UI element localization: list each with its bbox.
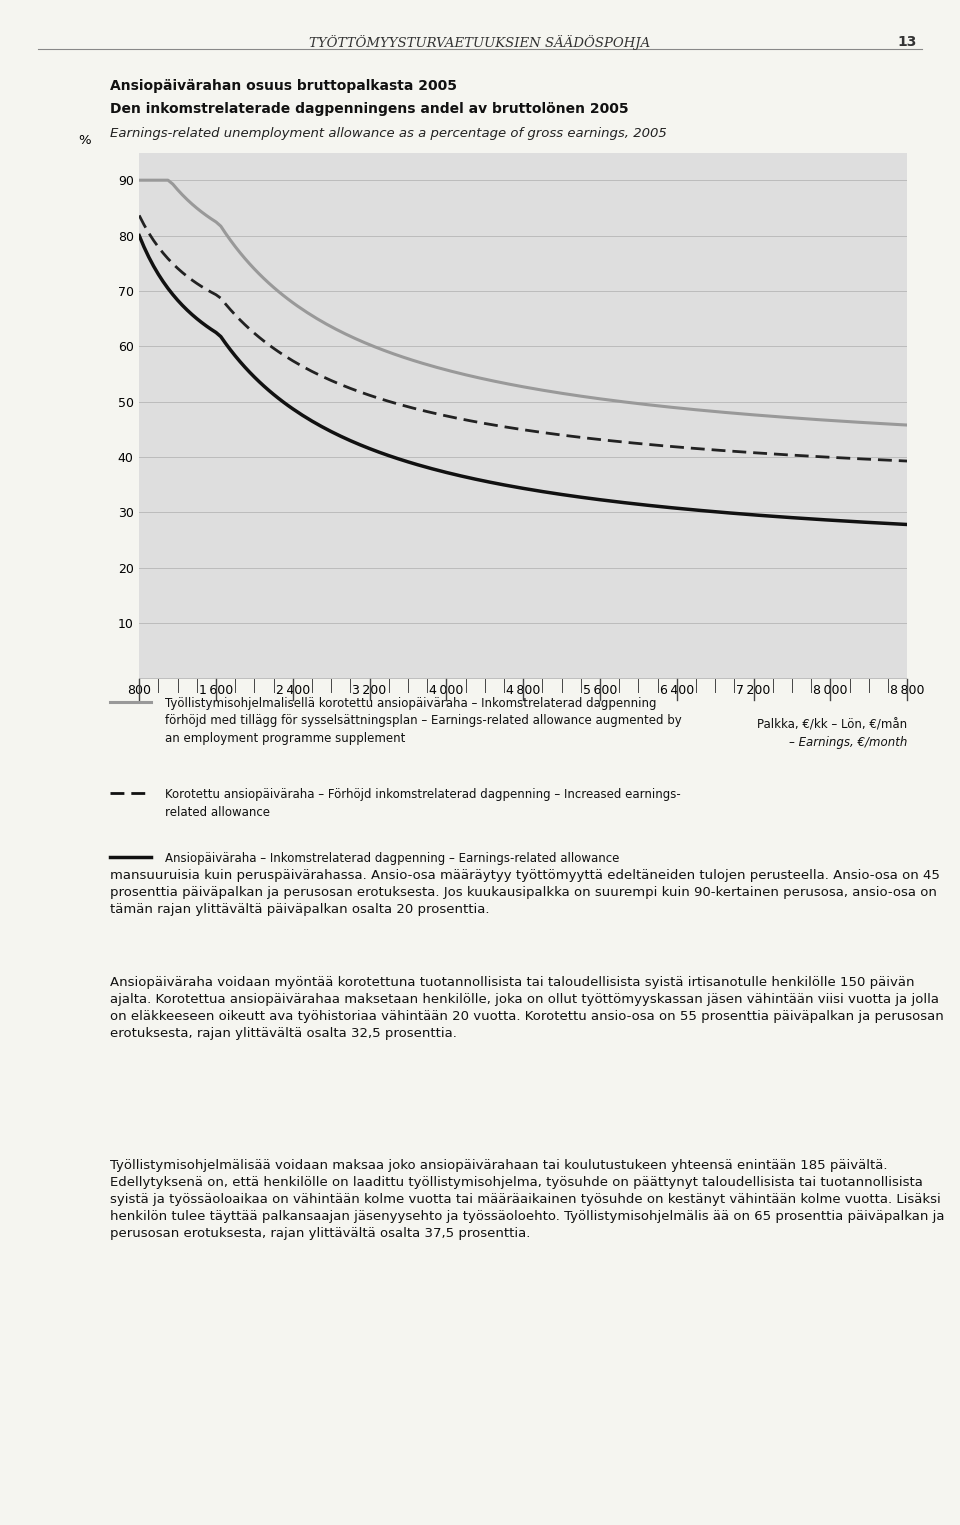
Text: mansuuruisia kuin peruspäivärahassa. Ansio-osa määräytyy työttömyyttä edeltäneid: mansuuruisia kuin peruspäivärahassa. Ans… — [110, 869, 940, 917]
Text: Palkka, €/kk – Lön, €/mån: Palkka, €/kk – Lön, €/mån — [757, 718, 907, 730]
Text: Ansiopäiväraha – Inkomstrelaterad dagpenning – Earnings-related allowance: Ansiopäiväraha – Inkomstrelaterad dagpen… — [165, 852, 619, 866]
Text: Työllistymisohjelmälisää voidaan maksaa joko ansiopäivärahaan tai koulutustukeen: Työllistymisohjelmälisää voidaan maksaa … — [110, 1159, 945, 1240]
Text: – Earnings, €/month: – Earnings, €/month — [789, 737, 907, 749]
Text: Den inkomstrelaterade dagpenningens andel av bruttolönen 2005: Den inkomstrelaterade dagpenningens ande… — [110, 102, 629, 116]
Text: TYÖTTÖMYYSTURVAETUUKSIEN SÄÄDÖSPOHJA: TYÖTTÖMYYSTURVAETUUKSIEN SÄÄDÖSPOHJA — [309, 35, 651, 50]
Text: 13: 13 — [898, 35, 917, 49]
Text: Työllistymisohjelmalisellä korotettu ansiopäiväraha – Inkomstrelaterad dagpennin: Työllistymisohjelmalisellä korotettu ans… — [165, 697, 682, 744]
Text: Korotettu ansiopäiväraha – Förhöjd inkomstrelaterad dagpenning – Increased earni: Korotettu ansiopäiväraha – Förhöjd inkom… — [165, 788, 681, 819]
Text: Ansiopäiväraha voidaan myöntää korotettuna tuotannollisista tai taloudellisista : Ansiopäiväraha voidaan myöntää korotettu… — [110, 976, 944, 1040]
Text: Ansiopäivärahan osuus bruttopalkasta 2005: Ansiopäivärahan osuus bruttopalkasta 200… — [110, 79, 457, 93]
Text: %: % — [78, 134, 90, 148]
Text: Earnings-related unemployment allowance as a percentage of gross earnings, 2005: Earnings-related unemployment allowance … — [110, 127, 667, 140]
